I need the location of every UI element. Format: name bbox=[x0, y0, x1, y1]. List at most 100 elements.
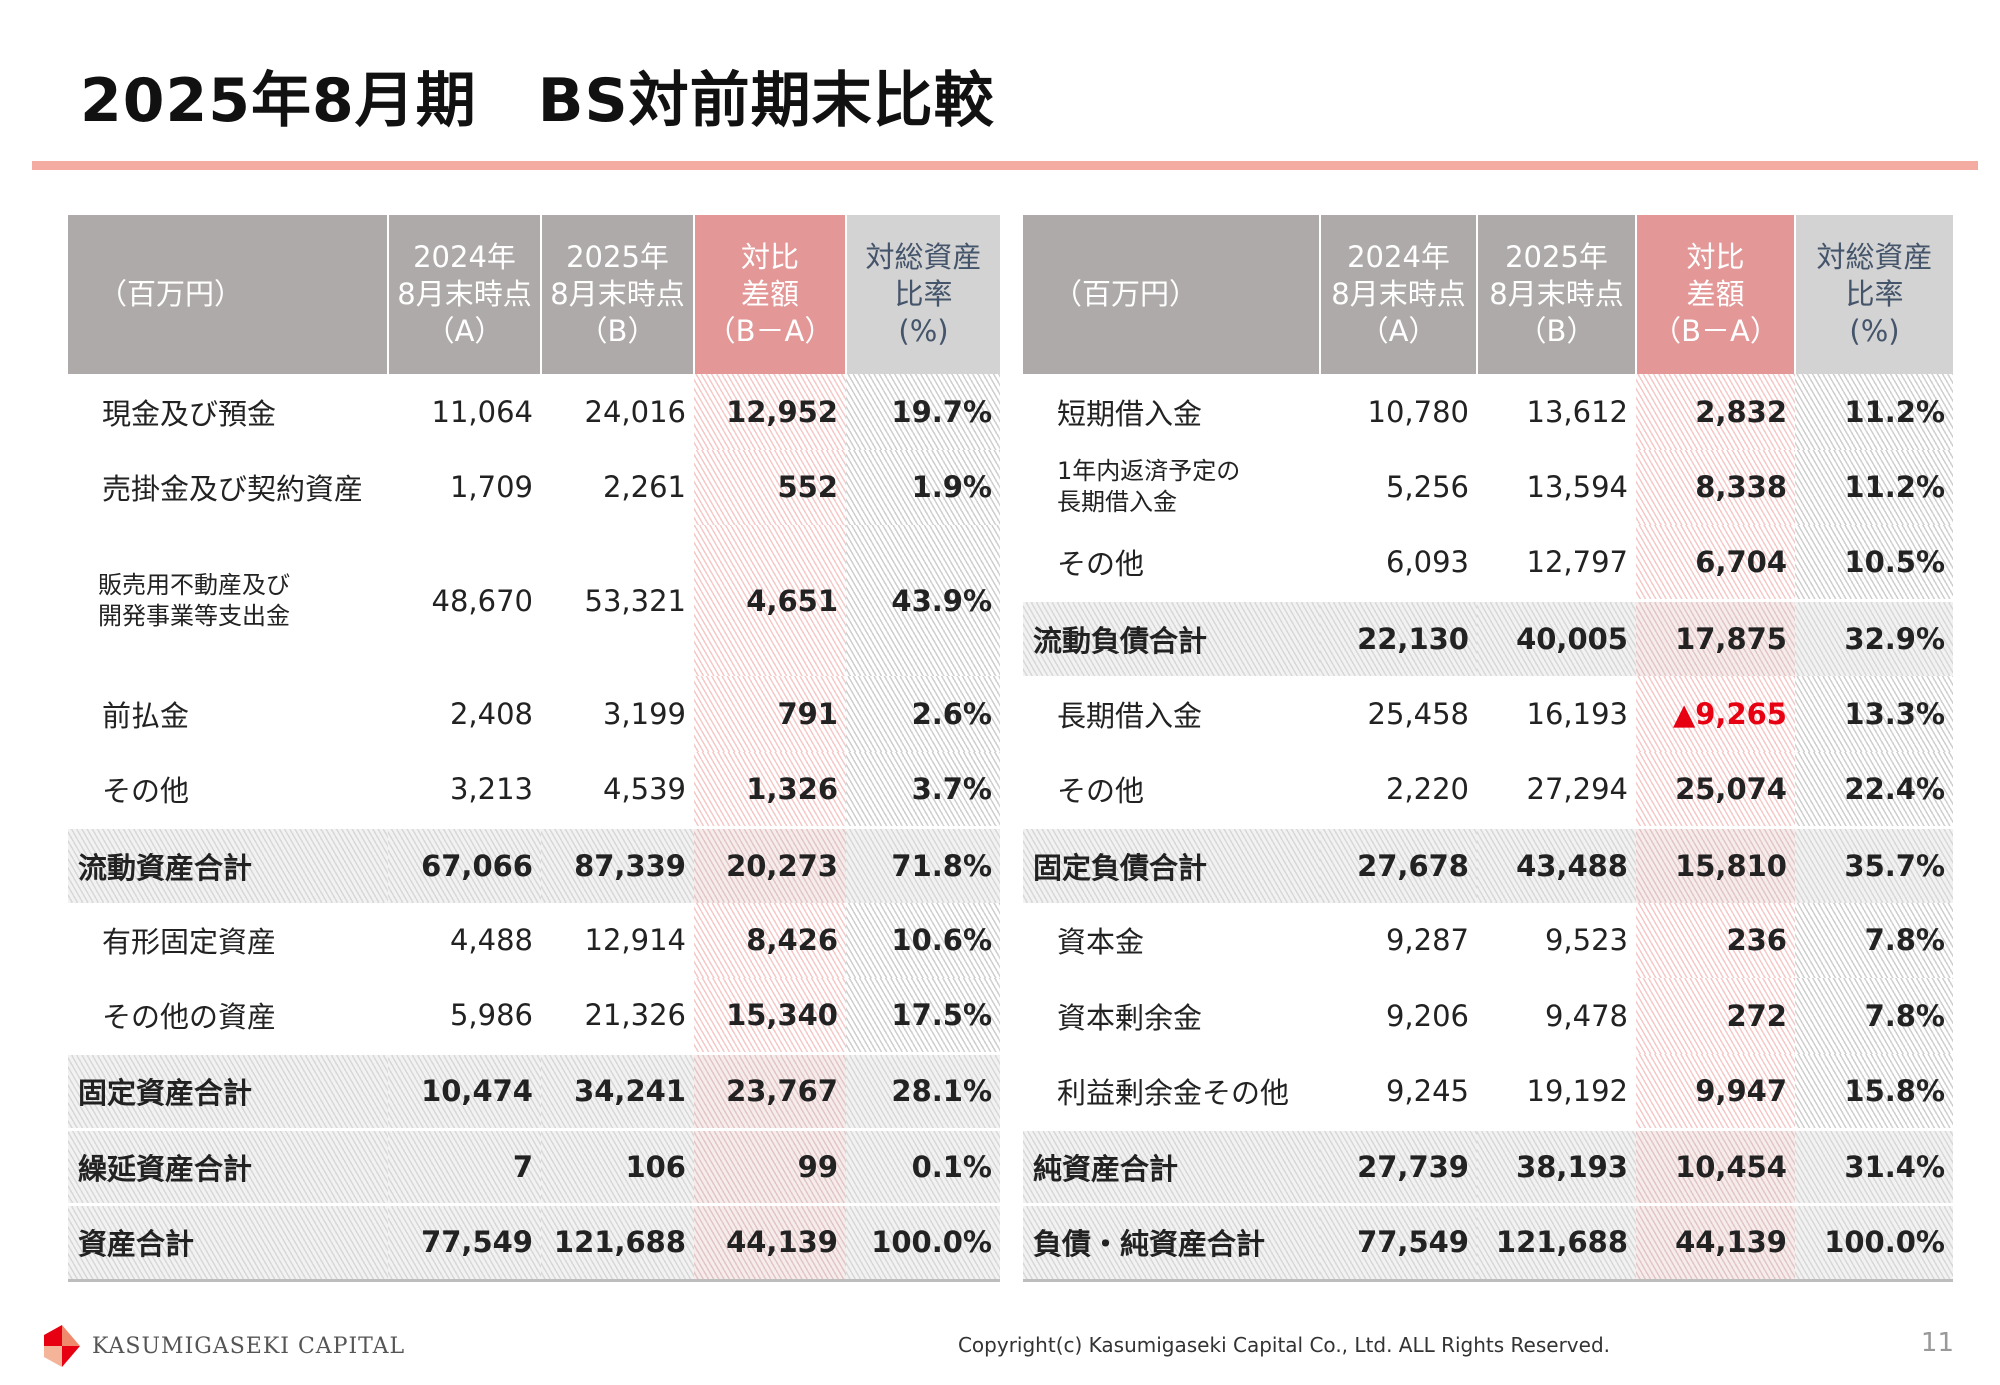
value-b: 2,261 bbox=[602, 470, 686, 505]
header-ratio-line: (%) bbox=[1849, 314, 1900, 348]
value-diff: 10,454 bbox=[1636, 1127, 1795, 1205]
header-2025-line: 2025年 bbox=[1505, 240, 1608, 274]
value-a: 27,678 bbox=[1320, 825, 1477, 903]
value-b: 27,294 bbox=[1526, 771, 1628, 806]
value-diff: 20,273 bbox=[694, 825, 846, 903]
value-ratio: 35.7% bbox=[1795, 825, 1953, 903]
value-b: 21,326 bbox=[584, 998, 686, 1032]
value-b: 13,612 bbox=[1526, 394, 1628, 429]
row-label: 短期借入金 bbox=[1057, 396, 1203, 431]
row-label: 現金及び預金 bbox=[102, 396, 277, 431]
value-ratio: 100.0% bbox=[1795, 1203, 1953, 1282]
header-diff-line: 差額 bbox=[1686, 277, 1745, 311]
value-a: 10,780 bbox=[1367, 394, 1469, 429]
logo-mark-icon bbox=[44, 1325, 80, 1367]
row-label: 流動資産合計 bbox=[68, 825, 388, 903]
value-diff: 99 bbox=[694, 1127, 846, 1205]
value-diff: 8,338 bbox=[1636, 449, 1795, 525]
table-row: その他 6,093 12,797 6,704 10.5% bbox=[1023, 525, 1953, 601]
value-ratio: 31.4% bbox=[1795, 1127, 1953, 1205]
header-ratio: 対総資産 比率 (%) bbox=[846, 215, 1000, 374]
header-2024-line: 8月末時点 bbox=[1331, 277, 1466, 311]
header-2025-line: 8月末時点 bbox=[550, 277, 685, 311]
value-diff: 6,704 bbox=[1636, 525, 1795, 601]
value-diff: ▲9,265 bbox=[1636, 676, 1795, 752]
subtotal-row: 固定資産合計 10,474 34,241 23,767 28.1% bbox=[68, 1052, 1000, 1129]
value-a: 10,474 bbox=[388, 1052, 541, 1129]
subtotal-row: 固定負債合計 27,678 43,488 15,810 35.7% bbox=[1023, 825, 1953, 903]
value-b: 4,539 bbox=[602, 771, 686, 806]
header-unit: （百万円） bbox=[68, 215, 389, 374]
value-ratio: 3.7% bbox=[846, 751, 1000, 827]
value-ratio: 17.5% bbox=[846, 978, 1000, 1054]
value-ratio: 15.8% bbox=[1795, 1053, 1953, 1129]
table-row: 有形固定資産 4,488 12,914 8,426 10.6% bbox=[68, 902, 1000, 978]
subtotal-row: 純資産合計 27,739 38,193 10,454 31.4% bbox=[1023, 1127, 1953, 1205]
header-2025-line: 8月末時点 bbox=[1489, 277, 1624, 311]
header-ratio-line: 対総資産 bbox=[1816, 240, 1933, 274]
value-a: 11,064 bbox=[431, 394, 533, 429]
value-b: 43,488 bbox=[1477, 825, 1636, 903]
row-label: 資本金 bbox=[1057, 925, 1145, 960]
header-2025: 2025年 8月末時点 （B） bbox=[541, 215, 695, 374]
value-a: 7 bbox=[388, 1127, 541, 1205]
header-ratio-line: 比率 bbox=[894, 277, 953, 311]
value-ratio: 28.1% bbox=[846, 1052, 1000, 1129]
value-diff: 272 bbox=[1636, 978, 1795, 1054]
value-a: 77,549 bbox=[388, 1203, 541, 1282]
value-b: 12,914 bbox=[584, 923, 686, 958]
copyright: Copyright(c) Kasumigaseki Capital Co., L… bbox=[957, 1333, 1610, 1357]
row-label: 売掛金及び契約資産 bbox=[102, 472, 364, 507]
row-label: 純資産合計 bbox=[1023, 1127, 1320, 1205]
row-label: 資本剰余金 bbox=[1057, 1000, 1203, 1035]
value-ratio: 32.9% bbox=[1795, 599, 1953, 676]
row-label: その他 bbox=[1057, 547, 1145, 581]
value-b: 24,016 bbox=[584, 394, 686, 429]
value-ratio: 11.2% bbox=[1795, 374, 1953, 450]
value-b: 34,241 bbox=[541, 1052, 694, 1129]
value-diff: 1,326 bbox=[694, 751, 846, 827]
value-ratio: 43.9% bbox=[846, 525, 1000, 676]
value-a: 22,130 bbox=[1320, 599, 1477, 676]
value-ratio: 13.3% bbox=[1795, 676, 1953, 752]
page-number: 11 bbox=[1920, 1328, 1954, 1358]
value-a: 2,408 bbox=[449, 696, 533, 731]
row-label: 資産合計 bbox=[68, 1203, 388, 1282]
value-a: 9,206 bbox=[1385, 998, 1469, 1033]
row-label: 有形固定資産 bbox=[102, 925, 277, 960]
value-ratio: 19.7% bbox=[846, 374, 1000, 450]
value-diff: 236 bbox=[1636, 902, 1795, 978]
value-a: 67,066 bbox=[388, 825, 541, 903]
header-ratio-line: 比率 bbox=[1845, 277, 1904, 311]
table-row: 利益剰余金その他 9,245 19,192 9,947 15.8% bbox=[1023, 1053, 1953, 1129]
value-diff: 25,074 bbox=[1636, 751, 1795, 827]
value-b: 87,339 bbox=[541, 825, 694, 903]
row-label: その他 bbox=[102, 773, 190, 808]
row-label: 1年内返済予定の 長期借入金 bbox=[1057, 457, 1241, 517]
table-row: その他の資産 5,986 21,326 15,340 17.5% bbox=[68, 978, 1000, 1054]
value-diff: 17,875 bbox=[1636, 599, 1795, 676]
header-2024-line: （A） bbox=[1359, 314, 1438, 348]
value-a: 3,213 bbox=[449, 771, 533, 806]
row-label: 流動負債合計 bbox=[1023, 599, 1320, 676]
assets-table: （百万円） 2024年 8月末時点 （A） 2025年 8月末時点 （B） 対比 差額 （B－A）… bbox=[68, 215, 1000, 1282]
value-b: 16,193 bbox=[1526, 696, 1628, 731]
header-2024-line: 2024年 bbox=[1347, 240, 1450, 274]
value-b: 106 bbox=[541, 1127, 694, 1205]
header-2024-line: 2024年 bbox=[413, 240, 516, 274]
value-ratio: 71.8% bbox=[846, 825, 1000, 903]
value-a: 48,670 bbox=[431, 583, 533, 618]
value-a: 5,256 bbox=[1385, 470, 1469, 505]
value-ratio: 2.6% bbox=[846, 676, 1000, 752]
row-label: 固定資産合計 bbox=[68, 1052, 388, 1129]
value-diff: 12,952 bbox=[694, 374, 846, 450]
header-2024-line: （A） bbox=[425, 314, 504, 348]
value-b: 13,594 bbox=[1526, 470, 1628, 505]
assets-header-row: （百万円） 2024年 8月末時点 （A） 2025年 8月末時点 （B） 対比 差額 （B－A）… bbox=[68, 215, 1000, 374]
table-row: 長期借入金 25,458 16,193 ▲9,265 13.3% bbox=[1023, 676, 1953, 752]
row-label: 販売用不動産及び 開発事業等支出金 bbox=[98, 570, 290, 630]
row-label: 前払金 bbox=[102, 698, 190, 733]
row-label: 固定負債合計 bbox=[1023, 825, 1320, 903]
value-diff: 44,139 bbox=[694, 1203, 846, 1282]
value-b: 38,193 bbox=[1477, 1127, 1636, 1205]
